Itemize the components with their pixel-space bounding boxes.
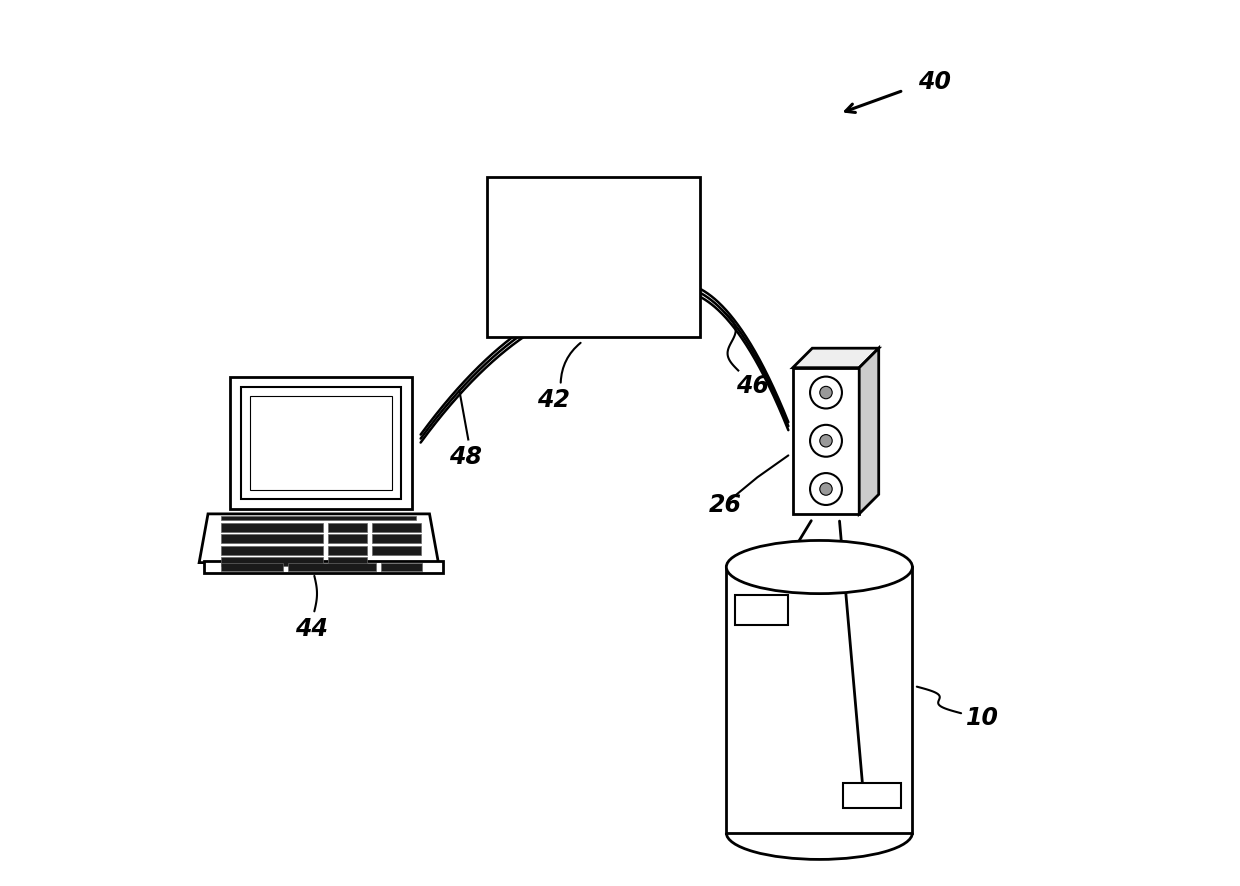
Circle shape [820,386,832,399]
Bar [727,567,913,833]
Bar [221,523,324,532]
Bar [792,368,859,514]
Bar [327,523,367,532]
Polygon shape [231,377,412,509]
Circle shape [820,435,832,447]
Bar [487,177,699,337]
Bar [372,546,420,555]
Ellipse shape [727,540,913,594]
Bar [735,595,789,625]
Bar [327,546,367,555]
Polygon shape [792,348,879,368]
Text: 40: 40 [918,69,951,94]
Bar [221,516,417,520]
Circle shape [810,377,842,408]
Bar [372,534,420,543]
Text: 10: 10 [966,705,998,730]
Bar [249,396,392,490]
Circle shape [820,483,832,495]
Bar [327,534,367,543]
Text: 42: 42 [537,388,569,413]
Bar [221,557,324,566]
Bar [241,387,402,499]
Polygon shape [859,348,879,514]
Circle shape [810,425,842,457]
Bar [843,783,901,808]
Bar [327,557,367,566]
Bar [221,563,283,571]
Bar [221,534,324,543]
Text: 46: 46 [735,374,769,398]
Text: 48: 48 [449,445,482,470]
Bar [372,523,420,532]
Text: 26: 26 [708,494,742,517]
Text: 44: 44 [295,617,327,641]
Circle shape [810,473,842,505]
Bar [221,546,324,555]
Bar [203,561,443,573]
Bar [381,563,422,571]
Polygon shape [200,514,439,563]
Bar [288,563,377,571]
